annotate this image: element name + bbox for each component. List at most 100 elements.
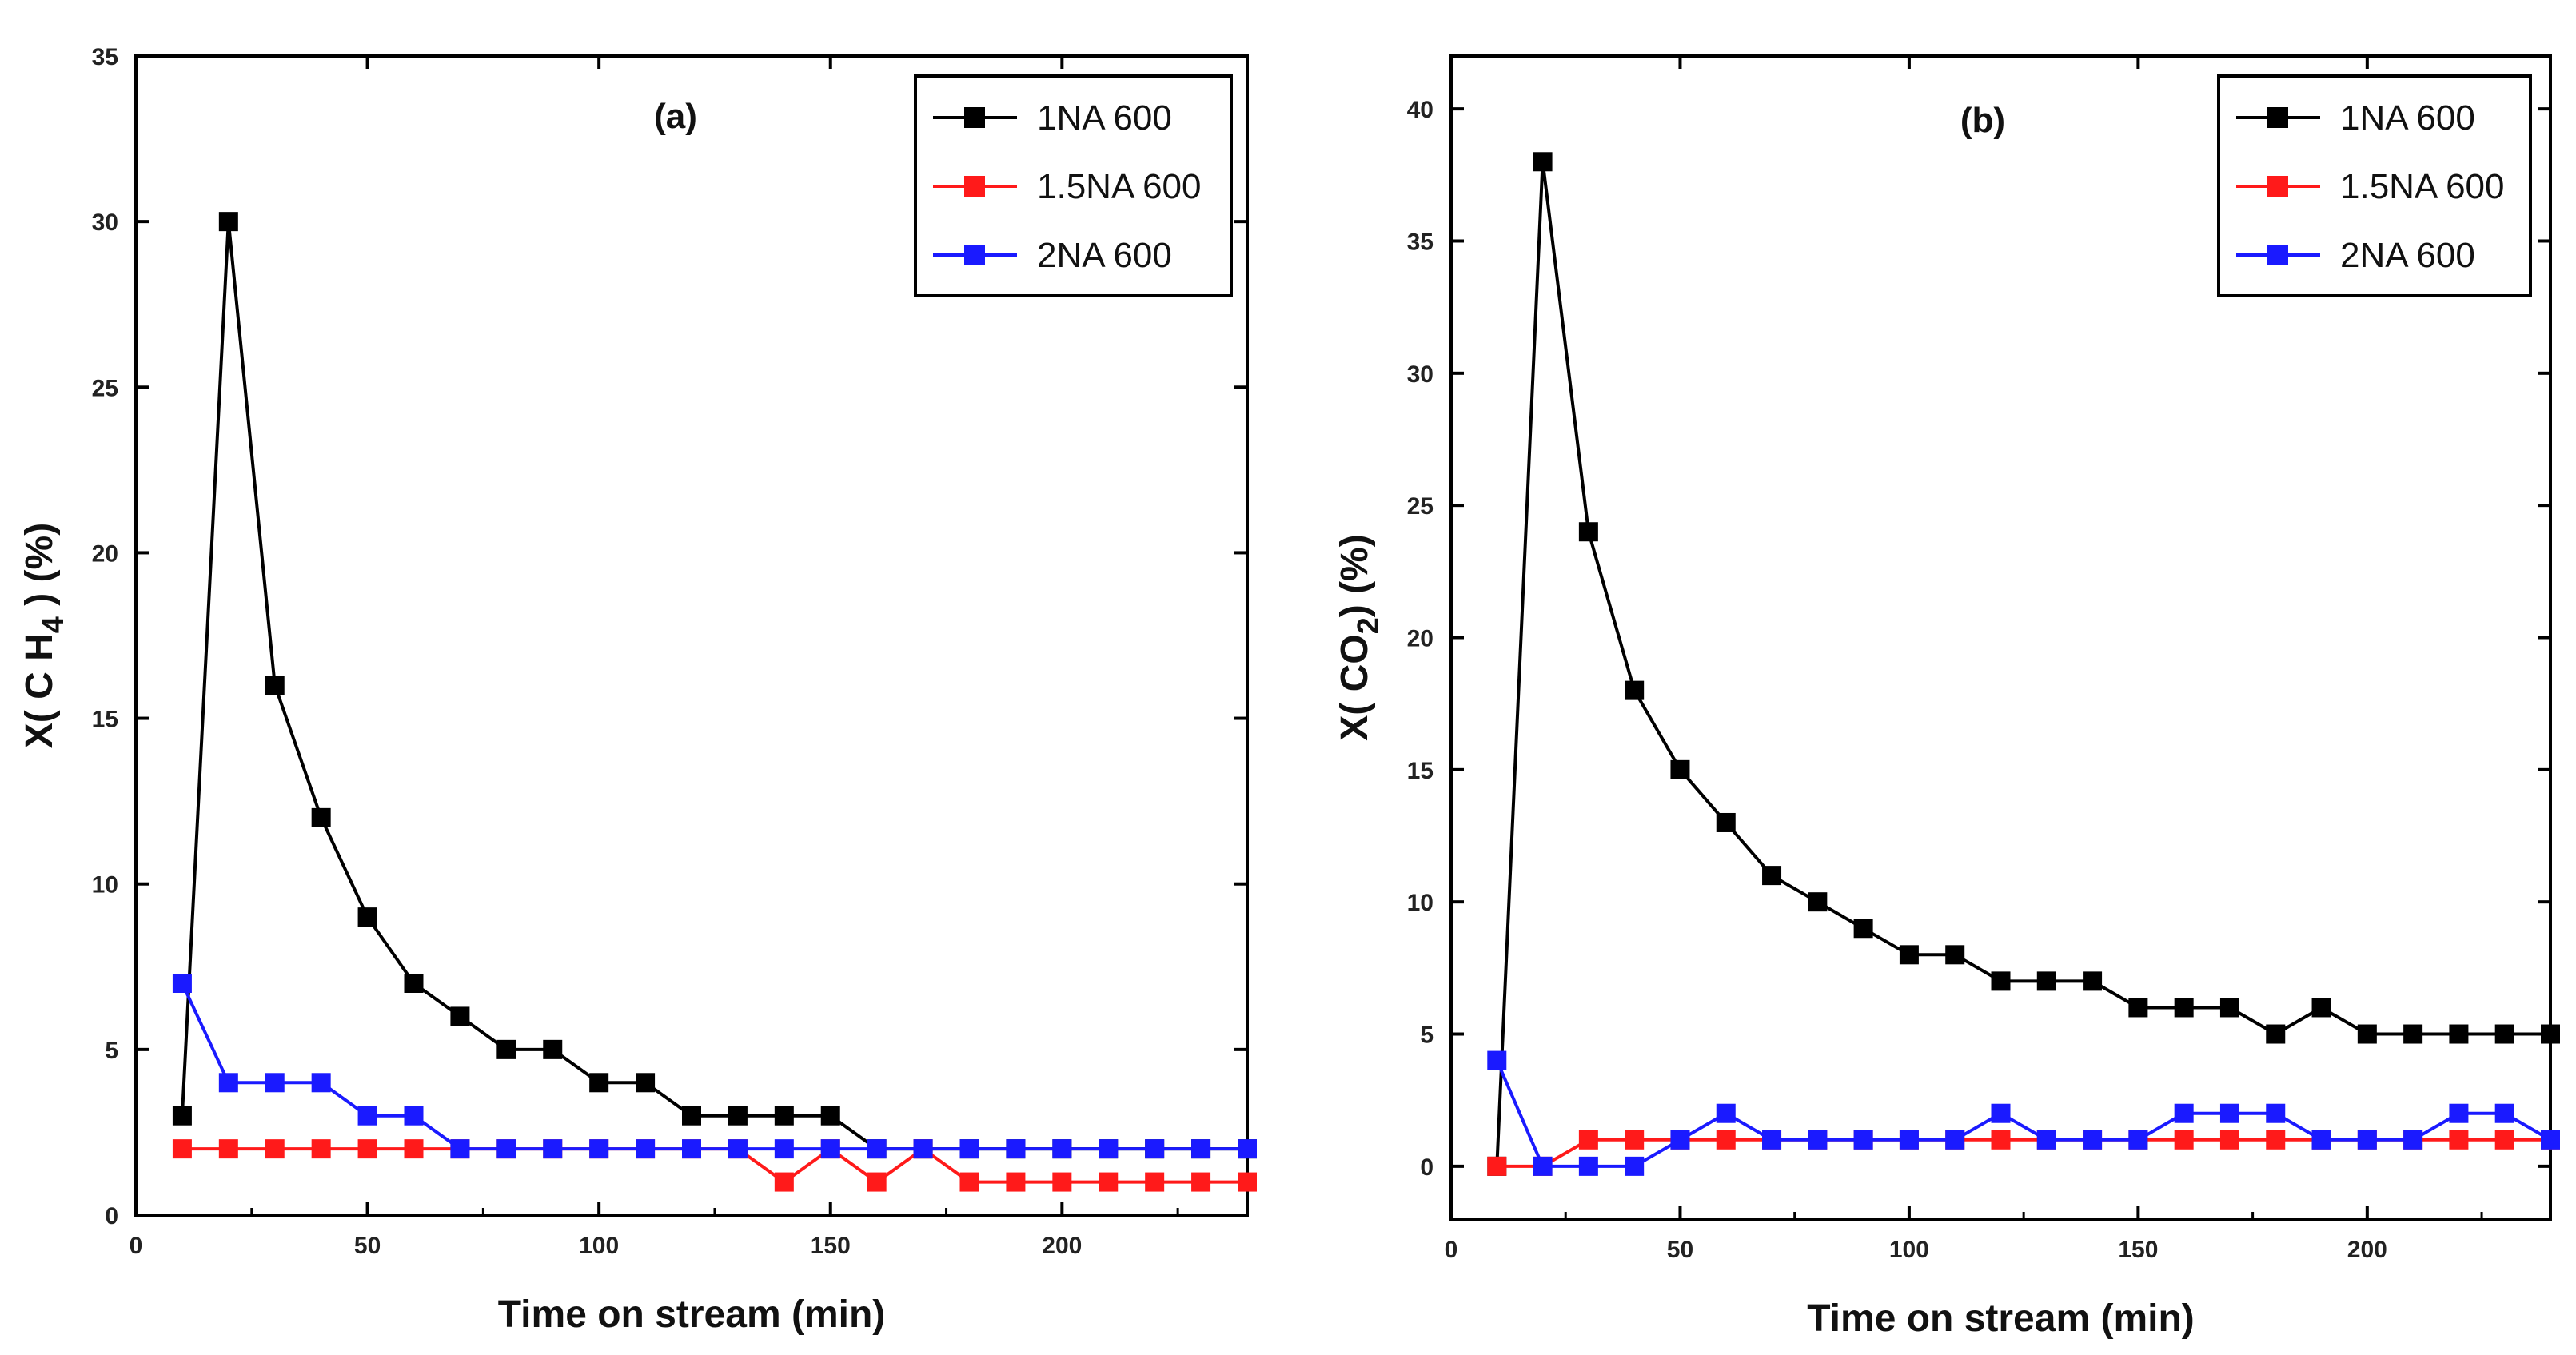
data-point xyxy=(1899,945,1919,965)
data-point xyxy=(959,1139,979,1159)
data-point xyxy=(820,1139,840,1159)
legend-swatch-marker xyxy=(964,245,985,265)
data-point xyxy=(2357,1130,2377,1150)
data-point xyxy=(2219,1130,2239,1150)
y-tick-label: 30 xyxy=(1407,361,1434,388)
data-point xyxy=(1145,1139,1165,1159)
data-point xyxy=(2541,1024,2560,1044)
data-point xyxy=(265,1073,285,1093)
data-point xyxy=(2541,1130,2560,1150)
data-point xyxy=(218,212,238,232)
data-point xyxy=(311,1073,331,1093)
y-axis-title: X( CO2) (%) xyxy=(1334,534,1386,740)
y-tick-label: 10 xyxy=(92,872,118,899)
data-point xyxy=(1533,152,1553,172)
data-point xyxy=(1006,1172,1026,1192)
data-point xyxy=(1006,1139,1026,1159)
data-point xyxy=(2494,1130,2514,1150)
data-point xyxy=(682,1106,701,1126)
data-point xyxy=(265,1139,285,1159)
data-point xyxy=(2174,1130,2194,1150)
data-point xyxy=(218,1139,238,1159)
data-point xyxy=(1808,892,1828,912)
y-tick-label: 0 xyxy=(1420,1154,1434,1181)
data-point xyxy=(1716,1130,1736,1150)
y-tick-label: 30 xyxy=(92,209,118,236)
data-point xyxy=(1625,680,1645,700)
y-tick-label: 15 xyxy=(92,707,118,733)
data-point xyxy=(404,1139,424,1159)
data-point xyxy=(2449,1103,2469,1123)
data-point xyxy=(265,676,285,695)
data-point xyxy=(728,1139,748,1159)
data-point xyxy=(1578,522,1598,542)
panel-label: (b) xyxy=(1960,101,2005,140)
data-point xyxy=(1991,1103,2011,1123)
data-point xyxy=(1052,1172,1072,1192)
x-tick-label: 50 xyxy=(354,1233,381,1259)
data-point xyxy=(543,1139,563,1159)
data-point xyxy=(1899,1130,1919,1150)
data-point xyxy=(2266,1024,2286,1044)
legend-label: 1NA 600 xyxy=(1037,98,1172,137)
data-point xyxy=(1762,1130,1782,1150)
data-point xyxy=(357,1106,377,1126)
y-tick-label: 25 xyxy=(1407,493,1434,520)
series-2na-600 xyxy=(172,974,1257,1159)
y-axis-title-prefix: X( CO xyxy=(1334,634,1376,740)
data-point xyxy=(357,907,377,927)
data-point xyxy=(589,1073,609,1093)
data-point xyxy=(959,1172,979,1192)
x-tick-label: 50 xyxy=(1667,1237,1693,1263)
data-point xyxy=(1670,1130,1690,1150)
data-point xyxy=(636,1139,656,1159)
data-point xyxy=(172,974,192,993)
x-tick-label: 100 xyxy=(1889,1237,1929,1263)
x-axis-title: Time on stream (min) xyxy=(1807,1297,2195,1340)
x-tick-label: 200 xyxy=(2347,1237,2387,1263)
x-tick-label: 150 xyxy=(811,1233,851,1259)
chart-panel-a: 0 50 100 150 200 0 5 10 15 20 25 30 35 Time on stream… xyxy=(18,44,1257,1336)
data-point xyxy=(1487,1156,1507,1176)
x-tick-label: 100 xyxy=(579,1233,619,1259)
data-point xyxy=(2311,1130,2331,1150)
data-point xyxy=(2128,998,2148,1018)
data-point xyxy=(820,1106,840,1126)
y-tick-label: 40 xyxy=(1407,97,1434,123)
data-point xyxy=(1945,945,1965,965)
legend-swatch-marker xyxy=(2267,176,2288,197)
data-point xyxy=(1945,1130,1965,1150)
y-axis-title-subscript: 2 xyxy=(1352,617,1386,634)
data-point xyxy=(2128,1130,2148,1150)
data-point xyxy=(2403,1024,2423,1044)
data-point xyxy=(2494,1024,2514,1044)
data-point xyxy=(2219,998,2239,1018)
x-tick-label: 0 xyxy=(1445,1237,1458,1263)
data-point xyxy=(1052,1139,1072,1159)
data-point xyxy=(2083,1130,2103,1150)
legend: 1NA 600 1.5NA 600 2NA 600 xyxy=(914,74,1233,297)
legend-label: 1NA 600 xyxy=(2340,98,2475,137)
data-point xyxy=(2403,1130,2423,1150)
data-point xyxy=(218,1073,238,1093)
data-point xyxy=(1991,1130,2011,1150)
data-point xyxy=(1625,1156,1645,1176)
data-point xyxy=(357,1139,377,1159)
data-point xyxy=(636,1073,656,1093)
data-point xyxy=(1762,866,1782,886)
data-point xyxy=(1238,1172,1257,1192)
data-point xyxy=(1808,1130,1828,1150)
legend-swatch-marker xyxy=(964,176,985,197)
data-point xyxy=(774,1139,794,1159)
data-point xyxy=(1991,971,2011,991)
data-point xyxy=(589,1139,609,1159)
y-tick-label: 25 xyxy=(92,375,118,401)
x-axis-title: Time on stream (min) xyxy=(498,1293,886,1336)
data-point xyxy=(2266,1103,2286,1123)
data-point xyxy=(682,1139,701,1159)
y-tick-label: 5 xyxy=(105,1038,118,1064)
data-point xyxy=(2174,1103,2194,1123)
data-point xyxy=(404,974,424,993)
x-tick-label: 150 xyxy=(2118,1237,2158,1263)
data-point xyxy=(543,1039,563,1059)
